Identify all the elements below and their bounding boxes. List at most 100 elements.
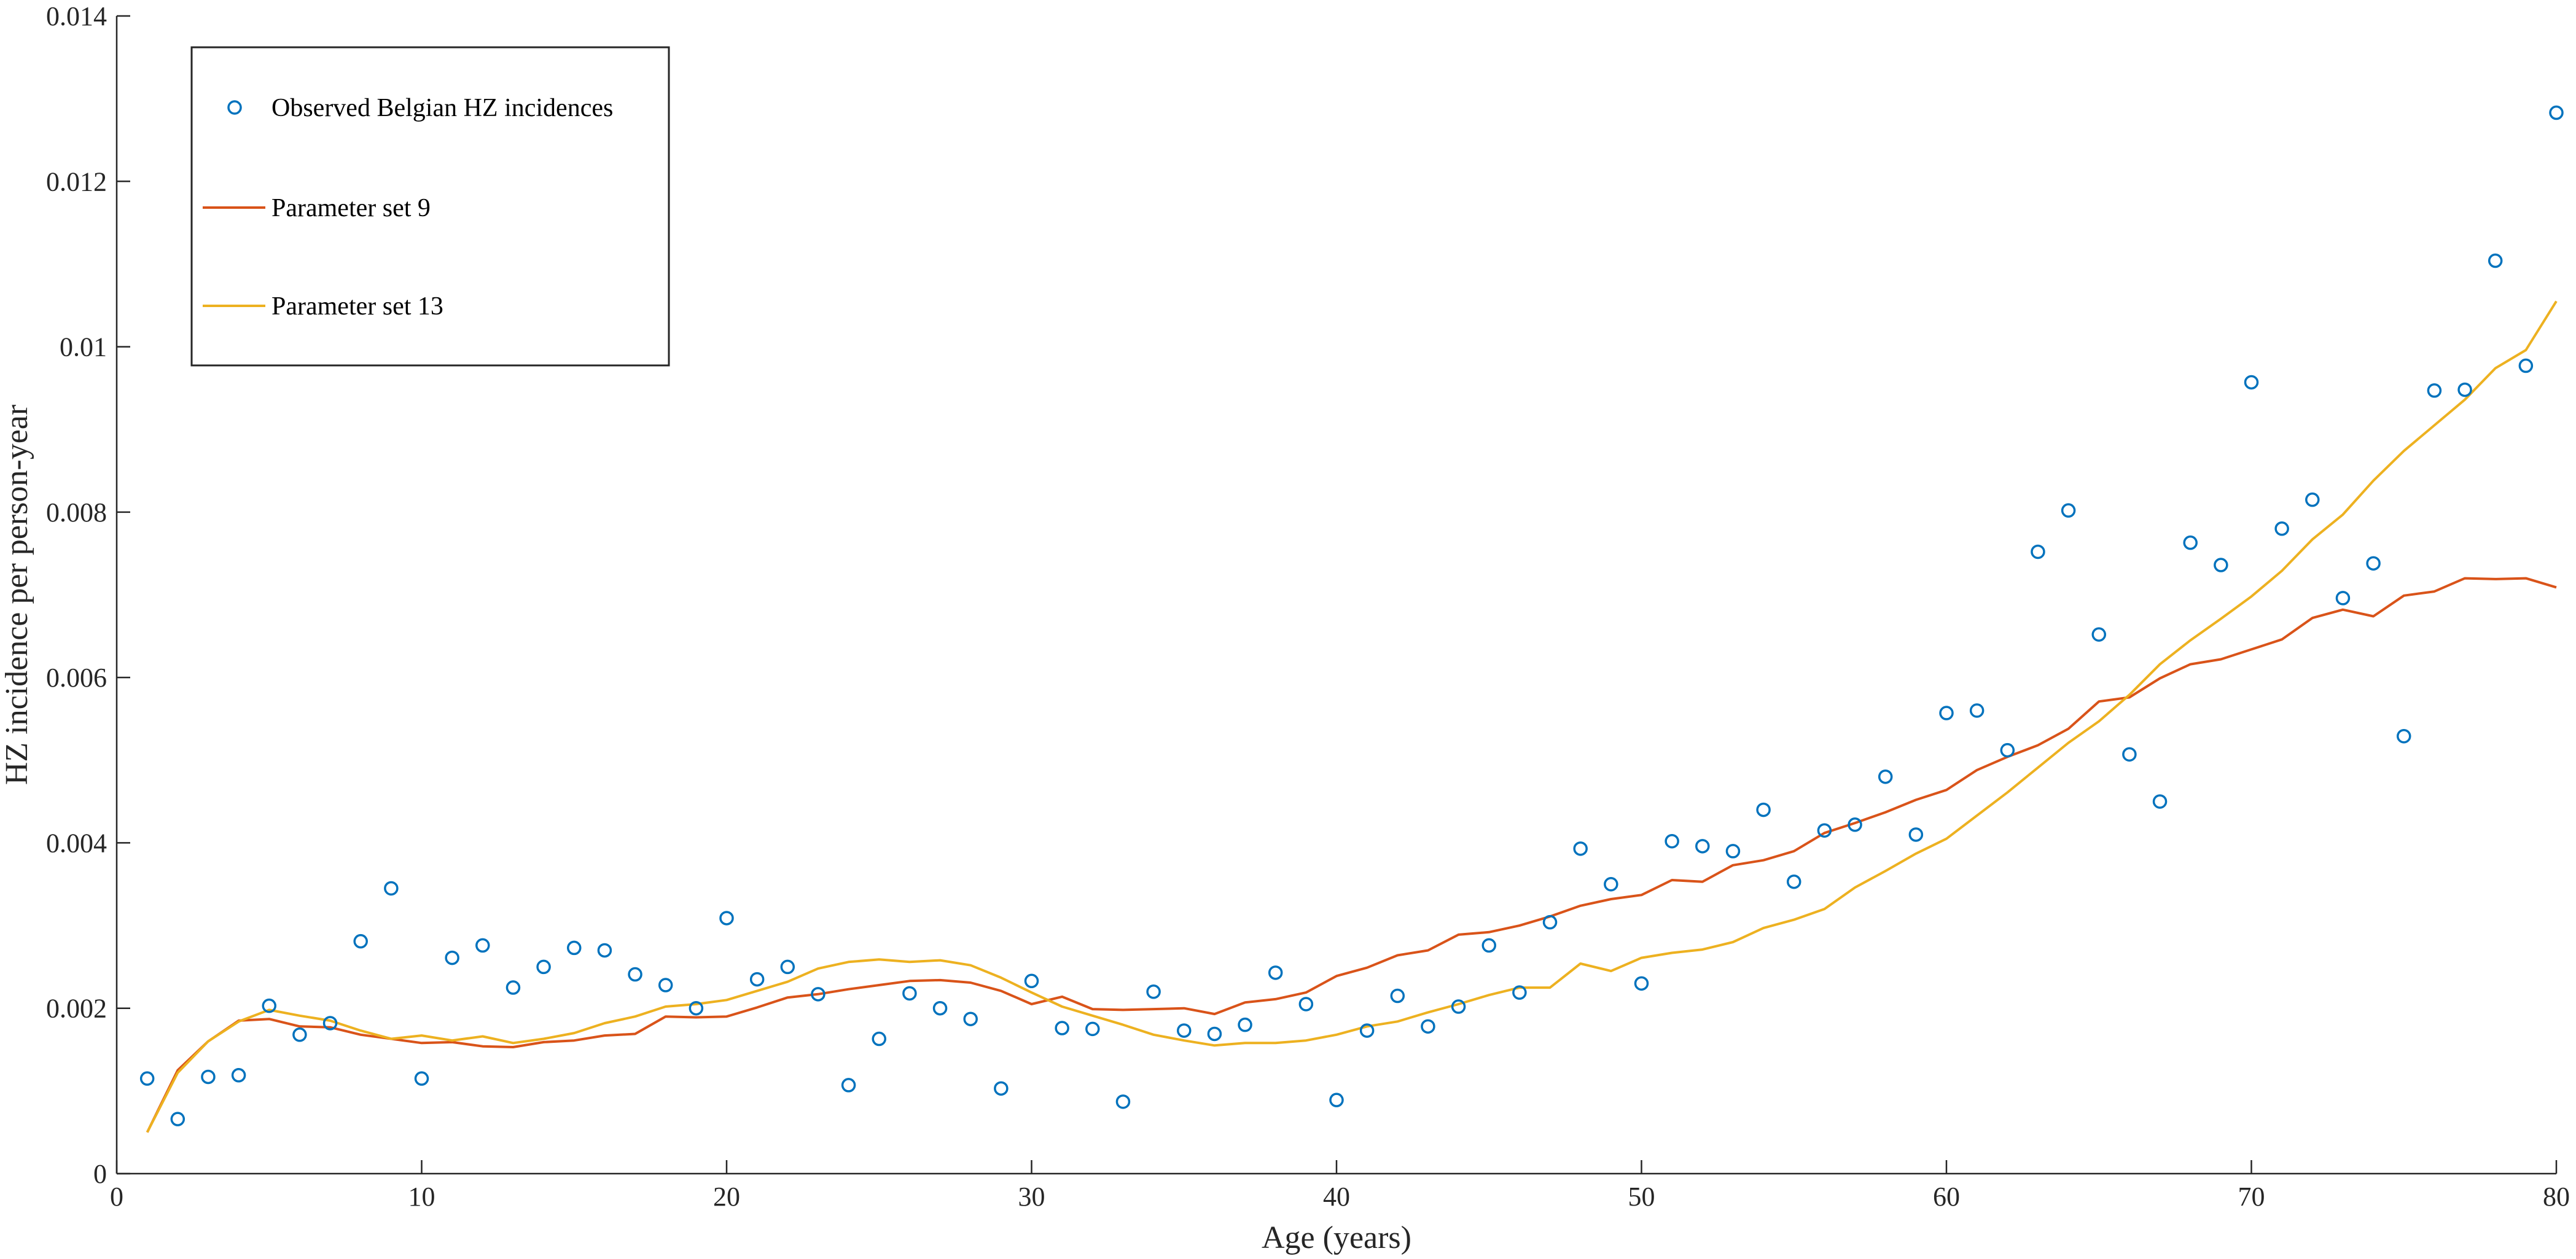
data-point (1878, 769, 1893, 784)
data-point (2518, 358, 2534, 373)
data-point (1146, 984, 1161, 999)
data-point (384, 881, 399, 896)
series-line-2 (146, 300, 2558, 1133)
data-point (2366, 556, 2381, 571)
data-point (1177, 1023, 1192, 1038)
data-point (1634, 976, 1649, 991)
legend-label: Parameter set 9 (271, 194, 431, 222)
data-point (872, 1031, 886, 1047)
data-point (1725, 844, 1741, 859)
data-point (2183, 535, 2198, 550)
data-point (1085, 1021, 1100, 1037)
data-point (1542, 914, 1558, 930)
data-point (1939, 706, 1954, 720)
legend-label: Observed Belgian HZ incidences (271, 94, 613, 122)
y-tick-label: 0.012 (46, 166, 107, 197)
data-point (841, 1078, 856, 1093)
data-point (1421, 1019, 1435, 1034)
data-point (2488, 253, 2503, 268)
data-point (811, 987, 825, 1002)
data-point (2244, 375, 2259, 390)
data-point (1908, 827, 1924, 842)
data-point (597, 943, 612, 958)
data-point (1512, 985, 1527, 1000)
data-point (658, 978, 673, 992)
data-point (689, 1000, 704, 1016)
data-point (322, 1016, 338, 1031)
series-line-1 (146, 577, 2557, 1133)
data-point (2061, 503, 2076, 518)
data-point (262, 998, 276, 1013)
data-point (2031, 544, 2045, 559)
data-point (902, 986, 917, 1001)
data-point (1390, 988, 1405, 1004)
axes: 0 10 20 30 40 50 60 70 80 0 0.002 0.004 0.006 0.008 0.… (46, 1, 2570, 1212)
data-point (963, 1011, 978, 1026)
y-axis-title: HZ incidence per person-year (0, 405, 34, 785)
data-point (1055, 1021, 1069, 1035)
legend: Observed Belgian HZ incidences Parameter … (190, 46, 670, 367)
y-tick-label: 0.004 (46, 828, 107, 858)
data-point (353, 934, 368, 949)
data-point (1024, 973, 1039, 989)
data-point (139, 1071, 155, 1086)
data-point (2122, 747, 2137, 762)
data-point (2274, 521, 2289, 536)
data-point (292, 1027, 307, 1042)
data-point (1848, 817, 1862, 832)
data-point (1756, 802, 1771, 817)
y-tick-label: 0.01 (60, 332, 107, 362)
data-point (719, 911, 734, 926)
data-point (475, 938, 490, 953)
data-point (1238, 1017, 1252, 1032)
y-tick-label: 0.008 (46, 497, 107, 528)
data-point (1665, 833, 1679, 849)
data-point (1207, 1026, 1222, 1042)
y-tick-label: 0.002 (46, 994, 107, 1024)
legend-label: Parameter set 13 (271, 292, 443, 321)
x-axis-title: Age (years) (1262, 1220, 1411, 1255)
data-point (932, 1000, 948, 1016)
x-tick-label: 70 (2238, 1182, 2265, 1212)
y-tick-label: 0 (93, 1159, 107, 1189)
plot-series (139, 105, 2564, 1133)
x-tick-label: 0 (110, 1182, 123, 1212)
x-tick-label: 80 (2543, 1182, 2570, 1212)
data-point (994, 1081, 1009, 1096)
data-point (780, 959, 795, 975)
x-tick-label: 30 (1018, 1182, 1045, 1212)
data-point (2427, 383, 2442, 398)
data-point (2152, 794, 2168, 809)
y-tick-label: 0.014 (46, 1, 107, 31)
data-point (536, 959, 551, 975)
data-point (1969, 703, 1985, 718)
data-point (2000, 743, 2015, 758)
data-point (1359, 1023, 1375, 1038)
data-point (1604, 877, 1618, 892)
data-point (505, 980, 521, 995)
data-point (1298, 997, 1314, 1011)
data-point (2305, 492, 2320, 507)
data-point (2397, 728, 2411, 744)
data-point (2549, 105, 2564, 120)
data-point (2335, 591, 2351, 606)
data-point (170, 1112, 185, 1126)
data-point (201, 1069, 216, 1085)
data-point (1115, 1094, 1131, 1109)
data-point (567, 940, 582, 956)
data-point (2091, 627, 2106, 642)
data-point (1573, 841, 1588, 856)
data-point (1451, 999, 1466, 1014)
data-point (1817, 823, 1832, 838)
data-point (414, 1071, 429, 1086)
data-point (1695, 839, 1710, 854)
data-point (1329, 1093, 1344, 1107)
legend-box (190, 46, 670, 367)
x-tick-label: 20 (713, 1182, 740, 1212)
data-point (445, 950, 459, 965)
data-point (2214, 558, 2228, 572)
x-tick-label: 10 (408, 1182, 435, 1212)
x-tick-label: 50 (1628, 1182, 1655, 1212)
y-tick-label: 0.006 (46, 663, 107, 693)
